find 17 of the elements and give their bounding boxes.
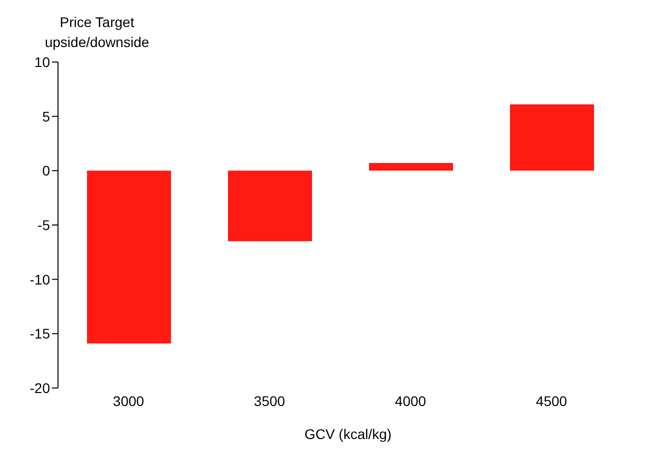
x-tick-label: 4000 (394, 392, 426, 409)
x-tick-label: 3000 (112, 392, 144, 409)
bar (87, 170, 171, 344)
y-tick-label: 0 (42, 162, 50, 179)
y-tick-label: 10 (34, 54, 50, 70)
y-axis-title: Price Target upside/downside (44, 13, 150, 52)
x-tick-label: 3500 (254, 392, 286, 409)
bar (369, 163, 453, 171)
bar (510, 104, 594, 171)
bar (228, 170, 312, 242)
y-tick-label: -10 (30, 271, 50, 288)
y-tick-label: -20 (30, 380, 50, 396)
y-tick-label: -5 (38, 216, 50, 233)
x-tick-label: 4500 (536, 392, 568, 409)
y-tick-label: 5 (42, 108, 50, 124)
x-axis-title: GCV (kcal/kg) (303, 426, 393, 442)
y-tick-label: -15 (30, 326, 50, 342)
